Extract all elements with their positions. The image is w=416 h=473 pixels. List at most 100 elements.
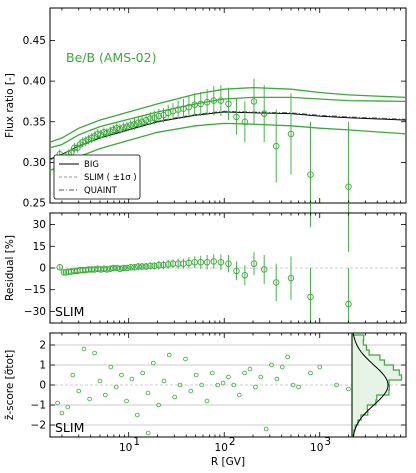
residual-point xyxy=(225,260,232,267)
legend-label-big: BIG xyxy=(84,160,99,170)
zscore-point xyxy=(177,382,183,388)
residual-point xyxy=(241,271,249,279)
residual-point xyxy=(160,261,167,269)
residual-point xyxy=(217,258,225,266)
zscore-point xyxy=(124,398,129,404)
y-tick-label: −2 xyxy=(31,420,46,432)
data-point xyxy=(272,142,280,150)
flux-ratio-annotation: Be/B (AMS-02) xyxy=(66,50,156,65)
data-point xyxy=(135,119,142,126)
residual-point xyxy=(250,260,258,267)
x-tick-exponent: 2 xyxy=(229,436,236,448)
residual-point xyxy=(272,279,280,286)
zscore-point xyxy=(113,384,119,390)
x-tick-exponent: 1 xyxy=(133,436,140,448)
zscore-point xyxy=(215,382,221,388)
data-point xyxy=(287,130,295,138)
zscore-point xyxy=(193,372,199,378)
zscore-point xyxy=(161,378,167,384)
data-point xyxy=(138,118,146,125)
legend: BIG SLIM ( ±1σ ) QUAINT xyxy=(53,154,141,200)
residual-point xyxy=(138,263,146,270)
x-tick-label: 10 xyxy=(119,442,132,454)
y-tick-label: 2 xyxy=(39,340,46,352)
zscore-point xyxy=(103,392,108,398)
residual-point xyxy=(233,267,240,275)
flux-ratio-ylabel: Flux ratio [-] xyxy=(4,73,16,138)
zscore-point xyxy=(151,360,156,366)
zscore-point xyxy=(119,372,124,378)
residual-point xyxy=(135,263,142,270)
legend-label-quaint: QUAINT xyxy=(84,186,118,196)
zscore-point xyxy=(145,430,151,436)
zscore-ylabel: z̃-score [σ̃tot] xyxy=(4,350,16,420)
y-tick-label: −1 xyxy=(31,400,46,412)
zscore-point xyxy=(296,384,301,390)
y-tick-label: 0 xyxy=(39,263,46,275)
data-point xyxy=(146,115,154,122)
zscore-point xyxy=(253,384,258,390)
data-point xyxy=(191,101,198,108)
residual-point xyxy=(56,264,64,271)
zscore-point xyxy=(97,378,103,384)
zscore-point xyxy=(199,382,204,388)
residual-point xyxy=(146,262,154,270)
data-point xyxy=(197,100,205,108)
zscore-point xyxy=(108,364,114,370)
zscore-point xyxy=(334,382,339,388)
flux-ratio-panel: 0.25 0.30 0.35 0.40 0.45 Be/B (AMS-02) Flux … xyxy=(4,7,407,252)
zscore-point xyxy=(129,376,135,382)
zscore-point xyxy=(220,380,226,386)
residual-point xyxy=(197,258,205,266)
model-line-quaint xyxy=(49,110,407,161)
zscore-histogram xyxy=(351,334,403,436)
y-tick-label: 0.25 xyxy=(23,198,46,210)
legend-box xyxy=(53,154,141,200)
residual-point xyxy=(110,264,117,272)
residual-annotation: SLIM xyxy=(55,304,84,319)
data-point xyxy=(103,129,111,137)
zscore-xlabel: R [GV] xyxy=(211,456,245,468)
residual-point xyxy=(127,264,134,271)
zscore-point xyxy=(183,356,188,362)
model-band-upper xyxy=(49,96,407,149)
zscore-point xyxy=(87,396,92,402)
residual-point xyxy=(260,266,268,273)
residual-point xyxy=(155,261,163,269)
residual-point xyxy=(345,300,352,308)
zscore-point xyxy=(55,400,60,406)
zscore-point xyxy=(346,386,351,392)
residual-point xyxy=(123,264,131,272)
zscore-point xyxy=(226,374,231,380)
y-tick-label: 0 xyxy=(39,380,46,392)
zscore-point xyxy=(172,394,177,400)
zscore-point xyxy=(210,370,215,376)
data-point xyxy=(217,97,225,104)
residual-panel: −30 −15 0 15 30 SLIM Residual [%] xyxy=(4,212,407,324)
data-point xyxy=(155,112,163,120)
zscore-point xyxy=(81,346,87,352)
zscore-point xyxy=(156,402,161,408)
y-tick-label: −15 xyxy=(24,284,46,296)
residual-point xyxy=(210,258,218,265)
zscore-point xyxy=(70,372,76,378)
residual-point xyxy=(169,260,177,267)
y-tick-label: 0.45 xyxy=(23,35,46,47)
zscore-point xyxy=(231,382,237,388)
data-point xyxy=(120,124,127,131)
zscore-point xyxy=(236,392,242,398)
residual-point xyxy=(164,261,172,268)
zscore-point xyxy=(134,412,140,418)
x-tick-label: 10 xyxy=(215,442,228,454)
y-tick-label: 0.40 xyxy=(23,76,46,88)
data-point xyxy=(345,183,352,190)
x-tick-label: 10 xyxy=(310,442,323,454)
zscore-annotation: SLIM xyxy=(55,420,84,435)
residual-point xyxy=(131,264,138,271)
y-tick-label: 1 xyxy=(39,360,46,372)
zscore-point xyxy=(242,370,247,376)
zscore-point xyxy=(76,388,82,394)
x-tick-exponent: 3 xyxy=(324,436,331,448)
y-tick-label: 30 xyxy=(33,219,46,231)
